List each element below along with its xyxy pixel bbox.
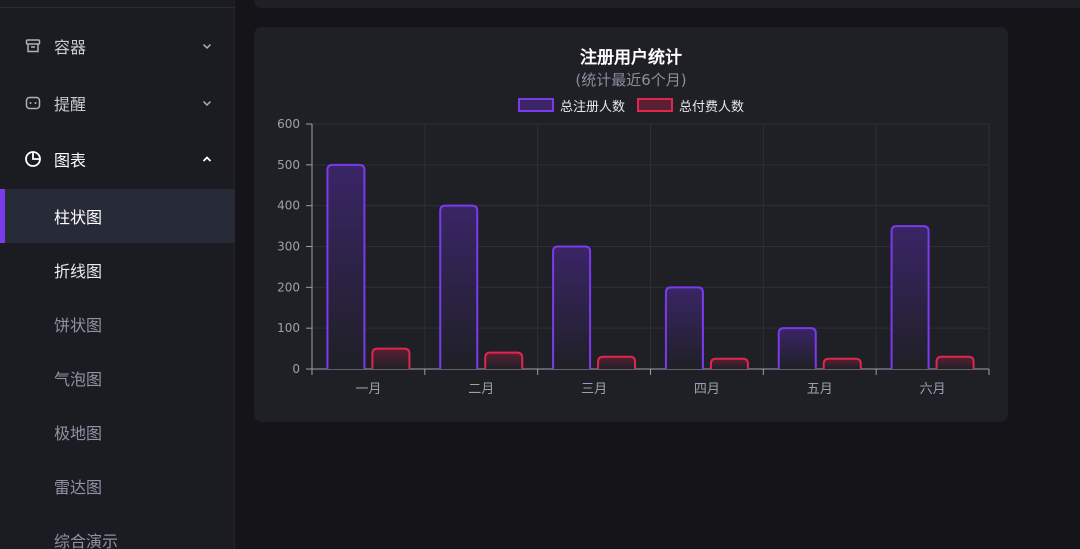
archive-icon (24, 37, 42, 55)
x-tick-label: 二月 (468, 382, 494, 397)
menu-group-label: 容器 (54, 38, 87, 57)
sidebar-item-label: 极地图 (54, 424, 103, 443)
x-tick-label: 三月 (581, 382, 607, 397)
sidebar-item-line-chart[interactable]: 折线图 (0, 243, 235, 297)
legend-swatch (517, 98, 554, 112)
y-tick-label: 100 (277, 321, 300, 335)
bar-registered (664, 286, 704, 369)
sidebar-item-demo[interactable]: 综合演示 (0, 513, 235, 549)
sidebar-item-label: 雷达图 (54, 478, 103, 497)
bar-paid (709, 357, 749, 369)
legend-label: 总付费人数 (679, 99, 745, 115)
sidebar-item-bubble-chart[interactable]: 气泡图 (0, 351, 235, 405)
active-indicator (0, 189, 5, 243)
sidebar-item-polar-chart[interactable]: 极地图 (0, 405, 235, 459)
y-tick-label: 0 (292, 362, 300, 376)
bar-registered (777, 327, 817, 369)
sidebar-item-label: 折线图 (54, 262, 103, 281)
x-tick-label: 五月 (807, 382, 833, 397)
bar-paid (597, 355, 637, 369)
bar-paid (484, 351, 524, 369)
bar-paid (822, 357, 862, 369)
sidebar-item-label: 柱状图 (54, 208, 103, 227)
bar-registered (326, 163, 366, 369)
menu-group-label: 提醒 (54, 95, 87, 114)
chevron-up-icon (200, 152, 214, 166)
bar-paid (371, 347, 411, 369)
menu-group-charts[interactable]: 图表 (0, 131, 235, 187)
x-tick-label: 四月 (694, 382, 720, 397)
message-icon (24, 94, 42, 112)
bar-paid (935, 355, 975, 369)
bar-chart: 0 100 200 300 400 500 600 一月 二月 三月 四月 五月 六月 (277, 117, 990, 397)
y-tick-label: 500 (277, 158, 300, 172)
sidebar-item-label: 气泡图 (54, 370, 103, 389)
top-card (254, 0, 1080, 8)
sidebar-item-label: 综合演示 (54, 532, 119, 549)
sidebar-top-divider (0, 0, 235, 8)
y-tick-label: 200 (277, 280, 300, 294)
menu-group-label: 图表 (54, 151, 87, 170)
chart-card: 注册用户统计 (统计最近6个月) 总注册人数 总付费人数 0 100 200 300 4… (254, 27, 1008, 422)
chart-subtitle: (统计最近6个月) (575, 71, 687, 89)
y-tick-label: 600 (277, 117, 300, 131)
sidebar: 容器 提醒 图表 柱状图 折线图 饼状图 气泡图 极地图 (0, 0, 235, 549)
bar-registered (439, 204, 479, 369)
sidebar-item-radar-chart[interactable]: 雷达图 (0, 459, 235, 513)
sidebar-item-label: 饼状图 (54, 316, 103, 335)
chevron-down-icon (200, 96, 214, 110)
sidebar-item-pie-chart[interactable]: 饼状图 (0, 297, 235, 351)
bar-registered (552, 245, 592, 369)
pie-chart-icon (24, 150, 42, 168)
menu-group-container[interactable]: 容器 (0, 18, 235, 74)
chart-title: 注册用户统计 (580, 48, 682, 68)
legend-item-paid[interactable]: 总付费人数 (637, 96, 744, 115)
x-tick-label: 六月 (920, 382, 946, 397)
legend-label: 总注册人数 (559, 99, 625, 115)
legend-item-registered[interactable]: 总注册人数 (517, 96, 625, 115)
bar-registered (890, 225, 930, 369)
x-tick-label: 一月 (355, 382, 381, 397)
menu-group-alert[interactable]: 提醒 (0, 75, 235, 131)
y-tick-label: 400 (277, 199, 300, 213)
sidebar-item-bar-chart[interactable]: 柱状图 (0, 189, 235, 243)
legend-swatch (637, 98, 673, 112)
y-tick-label: 300 (277, 240, 300, 254)
chevron-down-icon (200, 39, 214, 53)
chart-legend: 总注册人数 总付费人数 (254, 96, 1008, 115)
